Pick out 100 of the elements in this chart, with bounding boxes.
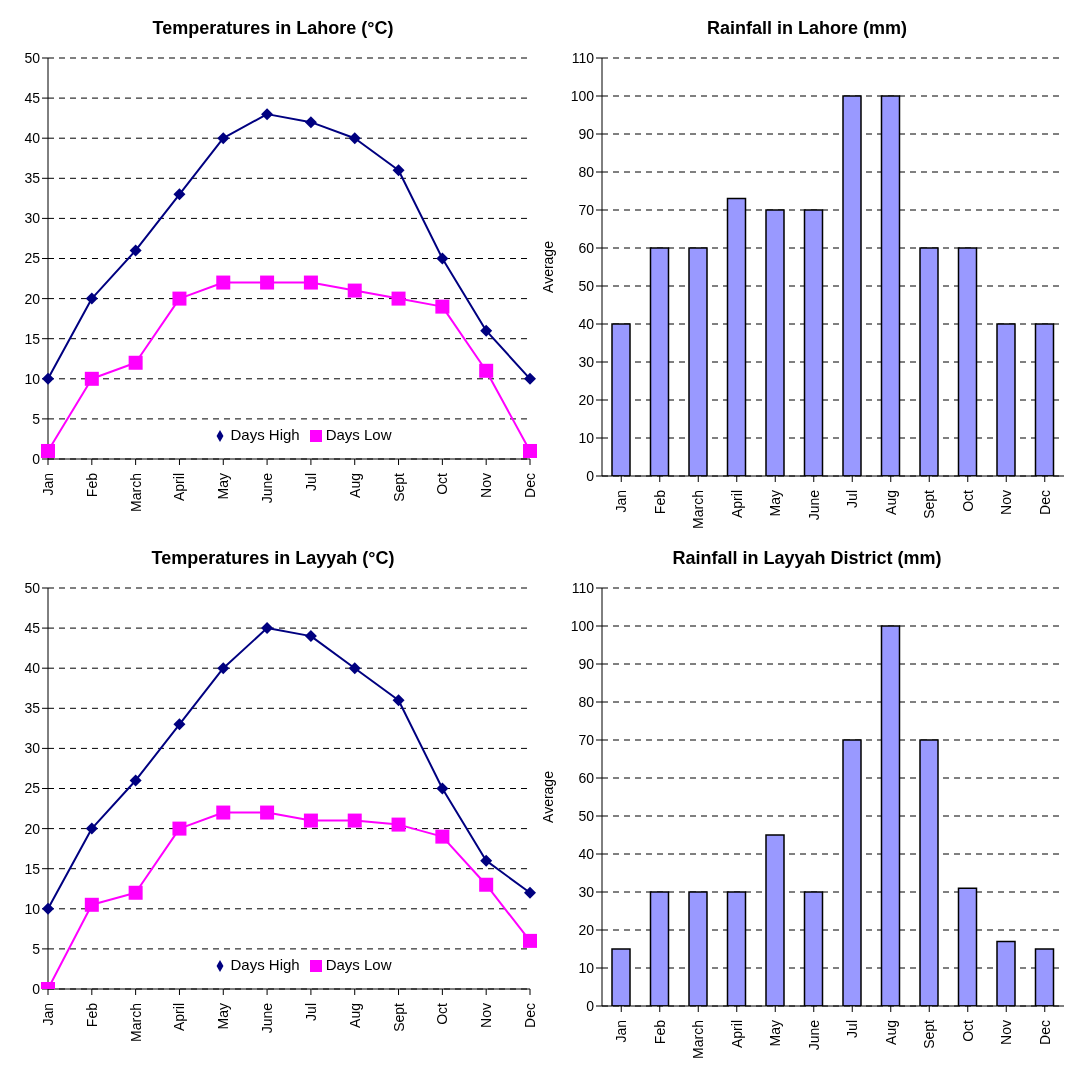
- legend-label: Days High: [230, 956, 300, 973]
- point: [84, 897, 99, 912]
- y-tick-label: 15: [24, 860, 41, 877]
- x-tick-label: June: [259, 472, 276, 504]
- x-tick-label: June: [259, 1002, 276, 1034]
- x-tick-label: March: [127, 1003, 144, 1042]
- x-tick-label: May: [767, 1020, 784, 1047]
- x-tick-label: Aug: [346, 473, 363, 498]
- y-tick-label: 30: [578, 883, 595, 900]
- x-tick-label: Aug: [346, 1003, 363, 1028]
- x-tick-label: Nov: [998, 490, 1015, 515]
- point: [392, 164, 405, 177]
- point: [42, 372, 54, 385]
- y-tick-label: 30: [24, 740, 41, 757]
- x-tick-label: Nov: [478, 1003, 495, 1028]
- point: [128, 355, 143, 370]
- y-tick-label: 35: [24, 170, 41, 187]
- point: [173, 188, 186, 201]
- y-tick-label: 60: [578, 769, 595, 786]
- chart-title: Rainfall in Layyah District (mm): [671, 547, 943, 570]
- y-tick-label: 50: [24, 49, 41, 66]
- x-tick-label: Jan: [613, 1020, 630, 1043]
- x-tick-label: April: [728, 1020, 745, 1049]
- y-tick-label: 90: [578, 655, 595, 672]
- point: [435, 299, 450, 314]
- x-tick-label: Jan: [613, 490, 630, 513]
- y-tick-label: 5: [32, 410, 41, 427]
- y-tick-label: 0: [586, 997, 595, 1014]
- point: [129, 244, 142, 257]
- point: [524, 886, 536, 899]
- point: [261, 108, 274, 121]
- y-tick-label: 50: [578, 807, 595, 824]
- point: [128, 885, 143, 900]
- y-tick-label: 15: [24, 330, 41, 347]
- x-tick-label: Dec: [522, 1003, 538, 1028]
- point: [347, 283, 362, 298]
- point: [41, 443, 55, 458]
- x-tick-label: Sept: [921, 1019, 938, 1049]
- point: [216, 275, 231, 290]
- x-tick-label: June: [805, 1019, 822, 1051]
- y-tick-label: 80: [578, 163, 595, 180]
- point: [523, 443, 537, 458]
- x-tick-label: Oct: [959, 489, 976, 512]
- point: [129, 774, 142, 787]
- y-tick-label: 0: [32, 980, 41, 997]
- point: [479, 877, 494, 892]
- y-tick-label: 5: [32, 940, 41, 957]
- x-tick-label: Dec: [522, 473, 538, 498]
- y-tick-label: 20: [578, 921, 595, 938]
- y-tick-label: 40: [578, 315, 595, 332]
- x-tick-label: March: [690, 1020, 707, 1059]
- point: [261, 622, 274, 635]
- y-tick-label: 20: [578, 391, 595, 408]
- point: [524, 372, 536, 385]
- chart-title: Rainfall in Lahore (mm): [706, 17, 908, 40]
- point: [303, 813, 318, 828]
- point: [479, 363, 494, 378]
- legend-label: Days Low: [325, 956, 392, 973]
- y-tick-label: 30: [578, 353, 595, 370]
- y-tick-label: 70: [578, 731, 595, 748]
- x-tick-label: May: [215, 473, 232, 500]
- x-tick-label: Sept: [390, 1002, 407, 1032]
- y-tick-label: 30: [24, 210, 41, 227]
- x-tick-label: Jul: [844, 490, 861, 508]
- x-tick-label: Jan: [40, 473, 56, 496]
- x-tick-label: Aug: [882, 490, 899, 515]
- y-tick-label: 10: [578, 959, 595, 976]
- y-tick-label: 50: [578, 277, 595, 294]
- legend-label: Days Low: [325, 426, 392, 443]
- y-tick-label: 80: [578, 693, 595, 710]
- x-tick-label: Feb: [651, 489, 668, 515]
- x-tick-label: Oct: [434, 1002, 451, 1025]
- x-tick-label: March: [690, 490, 707, 529]
- y-tick-label: 10: [24, 900, 41, 917]
- point: [304, 630, 317, 643]
- x-tick-label: Nov: [478, 473, 495, 498]
- y-tick-label: 20: [24, 290, 41, 307]
- x-tick-label: Jul: [302, 1003, 319, 1021]
- point: [480, 854, 493, 867]
- point: [436, 252, 449, 265]
- y-tick-label: 0: [32, 450, 41, 467]
- y-tick-label: 110: [571, 49, 595, 66]
- y-tick-label: 40: [24, 130, 41, 147]
- point: [392, 694, 405, 707]
- point: [217, 662, 230, 675]
- y-tick-label: 60: [578, 239, 595, 256]
- y-tick-label: 10: [578, 429, 595, 446]
- chart-title: Temperatures in Layyah (°C): [150, 547, 396, 570]
- legend-label: Days High: [230, 426, 300, 443]
- x-tick-label: April: [171, 473, 188, 502]
- point: [480, 324, 493, 337]
- x-tick-label: Jul: [844, 1020, 861, 1038]
- x-tick-label: Feb: [83, 472, 100, 498]
- x-tick-label: April: [728, 490, 745, 519]
- y-tick-label: 90: [578, 125, 595, 142]
- point: [84, 371, 99, 386]
- point: [85, 822, 98, 835]
- x-tick-label: May: [767, 490, 784, 517]
- x-tick-label: Dec: [1036, 490, 1053, 515]
- x-tick-label: April: [171, 1003, 188, 1032]
